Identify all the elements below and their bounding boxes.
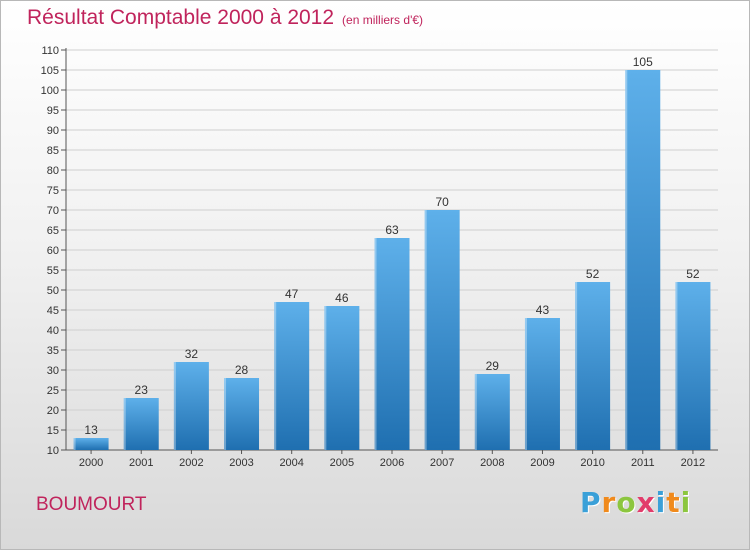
x-tick-label-2010: 2010 bbox=[580, 457, 604, 469]
x-tick-label-2011: 2011 bbox=[631, 457, 655, 469]
logo-letter: i bbox=[680, 486, 692, 519]
data-label-2007: 70 bbox=[435, 195, 449, 209]
bar-2004 bbox=[274, 302, 310, 450]
bar-2006 bbox=[374, 238, 410, 450]
bar-highlight bbox=[324, 306, 327, 450]
data-label-2005: 46 bbox=[335, 291, 349, 305]
y-tick-label: 35 bbox=[47, 345, 59, 357]
bar-2007 bbox=[424, 210, 460, 450]
bar-highlight bbox=[675, 282, 678, 450]
data-label-2004: 47 bbox=[285, 287, 299, 301]
data-label-2006: 63 bbox=[385, 223, 399, 237]
bar-highlight bbox=[73, 438, 76, 450]
bar-highlight bbox=[474, 374, 477, 450]
x-tick-label-2012: 2012 bbox=[681, 457, 705, 469]
x-tick-label-2002: 2002 bbox=[179, 457, 203, 469]
bar-highlight bbox=[374, 238, 377, 450]
bar-2008 bbox=[474, 374, 510, 450]
data-label-2008: 29 bbox=[486, 359, 500, 373]
y-tick-label: 60 bbox=[47, 245, 59, 257]
chart-title: Résultat Comptable 2000 à 2012 (en millie… bbox=[27, 6, 423, 30]
bar-highlight bbox=[424, 210, 427, 450]
data-label-2010: 52 bbox=[586, 267, 600, 281]
bar-2012 bbox=[675, 282, 711, 450]
commune-name: BOUMOURT bbox=[36, 494, 147, 515]
bar-2002 bbox=[173, 362, 209, 450]
y-tick-label: 100 bbox=[41, 85, 59, 97]
y-tick-label: 65 bbox=[47, 225, 59, 237]
bar-highlight bbox=[274, 302, 277, 450]
y-tick-label: 85 bbox=[47, 145, 59, 157]
data-label-2002: 32 bbox=[185, 347, 199, 361]
chart-unit: (en milliers d'€) bbox=[342, 13, 424, 27]
logo-letter: x bbox=[636, 486, 656, 519]
x-tick-label-2006: 2006 bbox=[380, 457, 404, 469]
logo-letter: i bbox=[655, 486, 667, 519]
bar-2010 bbox=[575, 282, 611, 450]
data-label-2001: 23 bbox=[135, 383, 149, 397]
y-tick-label: 20 bbox=[47, 405, 59, 417]
bar-highlight bbox=[524, 318, 527, 450]
y-tick-label: 95 bbox=[47, 105, 59, 117]
y-tick-label: 40 bbox=[47, 325, 59, 337]
data-label-2009: 43 bbox=[536, 303, 550, 317]
bar-2000 bbox=[73, 438, 109, 450]
x-tick-label-2005: 2005 bbox=[330, 457, 354, 469]
y-tick-label: 30 bbox=[47, 365, 59, 377]
y-tick-label: 70 bbox=[47, 205, 59, 217]
y-tick-label: 80 bbox=[47, 165, 59, 177]
y-tick-label: 15 bbox=[47, 425, 59, 437]
bars bbox=[73, 70, 711, 450]
chart-title-text: Résultat Comptable 2000 à 2012 bbox=[27, 6, 335, 29]
y-tick-label: 25 bbox=[47, 385, 59, 397]
x-tick-label-2000: 2000 bbox=[79, 457, 103, 469]
y-tick-label: 50 bbox=[47, 285, 59, 297]
bar-highlight bbox=[625, 70, 628, 450]
data-labels: 13 23 32 28 47 46 63 70 29 43 52 105 52 bbox=[84, 55, 700, 437]
y-tick-label: 75 bbox=[47, 185, 59, 197]
logo-letter: o bbox=[616, 486, 637, 519]
logo-letter: r bbox=[601, 486, 617, 519]
bar-highlight bbox=[575, 282, 578, 450]
bar-2009 bbox=[524, 318, 560, 450]
logo-letter: t bbox=[666, 486, 681, 519]
x-tick-label-2003: 2003 bbox=[229, 457, 253, 469]
y-tick-label: 10 bbox=[47, 445, 59, 457]
bar-2001 bbox=[123, 398, 159, 450]
bar-2011 bbox=[625, 70, 661, 450]
x-tick-label-2004: 2004 bbox=[279, 457, 303, 469]
bar-highlight bbox=[123, 398, 126, 450]
data-label-2012: 52 bbox=[686, 267, 700, 281]
bar-2003 bbox=[224, 378, 260, 450]
y-tick-label: 45 bbox=[47, 305, 59, 317]
y-tick-label: 55 bbox=[47, 265, 59, 277]
logo-letter: P bbox=[580, 486, 602, 519]
x-tick-label-2007: 2007 bbox=[430, 457, 454, 469]
bar-highlight bbox=[173, 362, 176, 450]
x-tick-label-2009: 2009 bbox=[530, 457, 554, 469]
y-tick-label: 110 bbox=[41, 45, 59, 57]
data-label-2011: 105 bbox=[633, 55, 653, 69]
y-tick-label: 90 bbox=[47, 125, 59, 137]
y-tick-label: 105 bbox=[41, 65, 59, 77]
data-label-2003: 28 bbox=[235, 363, 249, 377]
x-tick-label-2008: 2008 bbox=[480, 457, 504, 469]
proxiti-logo: Proxiti bbox=[580, 486, 691, 519]
bar-2005 bbox=[324, 306, 360, 450]
data-label-2000: 13 bbox=[84, 423, 98, 437]
x-tick-label-2001: 2001 bbox=[129, 457, 153, 469]
axes: 10 15 20 25 30 35 40 45 50 55 60 65 70 75 80 85 90 95 100 1… bbox=[41, 45, 718, 469]
bar-highlight bbox=[224, 378, 227, 450]
